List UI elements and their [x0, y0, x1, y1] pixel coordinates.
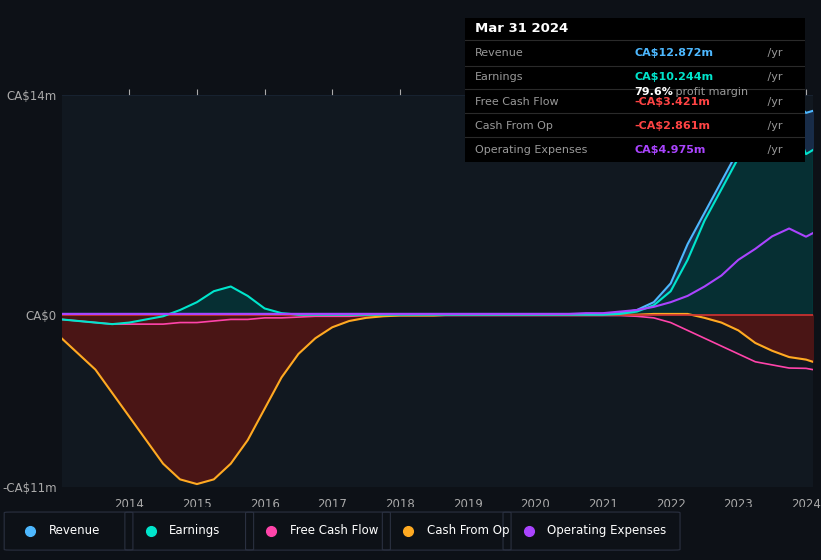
- Text: Free Cash Flow: Free Cash Flow: [290, 524, 378, 537]
- Text: Operating Expenses: Operating Expenses: [475, 145, 587, 155]
- Text: Earnings: Earnings: [475, 72, 523, 82]
- Text: Revenue: Revenue: [48, 524, 100, 537]
- Text: /yr: /yr: [764, 97, 782, 108]
- Text: 79.6%: 79.6%: [635, 87, 673, 97]
- Text: -CA$3.421m: -CA$3.421m: [635, 97, 710, 108]
- Text: Cash From Op: Cash From Op: [475, 122, 553, 131]
- Text: /yr: /yr: [764, 122, 782, 131]
- Text: CA$12.872m: CA$12.872m: [635, 48, 713, 58]
- Text: Operating Expenses: Operating Expenses: [548, 524, 667, 537]
- Text: CA$10.244m: CA$10.244m: [635, 72, 713, 82]
- Text: Earnings: Earnings: [169, 524, 221, 537]
- Text: Revenue: Revenue: [475, 48, 524, 58]
- Text: /yr: /yr: [764, 145, 782, 155]
- Text: CA$4.975m: CA$4.975m: [635, 145, 706, 155]
- Text: profit margin: profit margin: [672, 87, 748, 97]
- Text: Mar 31 2024: Mar 31 2024: [475, 21, 568, 35]
- Text: -CA$2.861m: -CA$2.861m: [635, 122, 711, 131]
- Text: Cash From Op: Cash From Op: [427, 524, 509, 537]
- Text: /yr: /yr: [764, 72, 782, 82]
- Text: /yr: /yr: [764, 48, 782, 58]
- Text: Free Cash Flow: Free Cash Flow: [475, 97, 558, 108]
